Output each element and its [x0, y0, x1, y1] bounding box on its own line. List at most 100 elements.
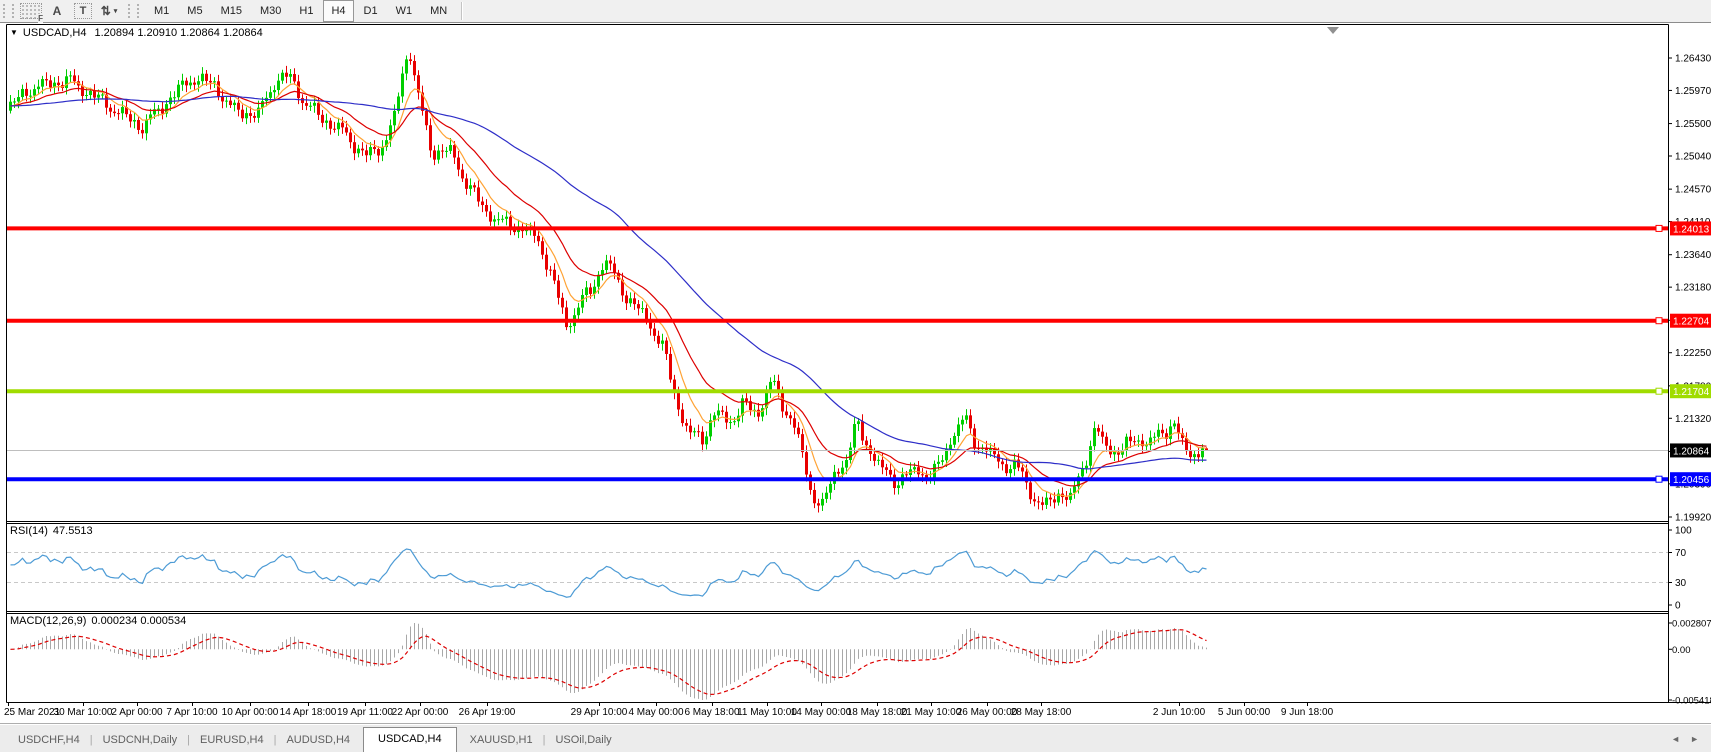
toolbar-icons: F A T ⇅ ▾	[18, 2, 122, 23]
ma-slow-line	[10, 95, 1207, 470]
line-drag-handle[interactable]	[1655, 475, 1663, 483]
line-price-label: 1.24013	[1673, 224, 1710, 235]
price-tick-label: 1.23180	[1675, 283, 1711, 294]
macd-tick-label: 0.00	[1672, 645, 1691, 656]
time-tick-label: 7 Apr 10:00	[166, 707, 218, 718]
chart-tab-eurusd-h4[interactable]: EURUSD,H4	[200, 734, 264, 746]
macd-signal-line	[10, 629, 1207, 696]
tab-divider: |	[273, 734, 277, 746]
macd-tick-label: 0.002807	[1672, 619, 1711, 630]
tab-scroll-buttons: ◄ ►	[1659, 735, 1711, 752]
line-drag-handle[interactable]	[1655, 317, 1663, 325]
timeframe-m30[interactable]: M30	[259, 5, 282, 17]
symbol-dropdown-icon[interactable]: ▼	[10, 28, 18, 37]
toolbar-divider	[461, 2, 464, 20]
timeframe-h1[interactable]: H1	[299, 5, 314, 17]
time-tick-label: 21 May 10:00	[901, 707, 962, 718]
rsi-tick-label: 30	[1675, 578, 1687, 589]
timeframe-w1[interactable]: W1	[395, 5, 413, 17]
time-tick-label: 2 Jun 10:00	[1153, 707, 1206, 718]
current-price-label: 1.20864	[1673, 446, 1710, 457]
toolbar-grip[interactable]	[3, 4, 14, 18]
macd-tick-label: -0.005418	[1672, 696, 1711, 707]
time-tick-label: 26 Apr 19:00	[459, 707, 516, 718]
line-price-label: 1.22704	[1673, 317, 1710, 328]
price-tick-label: 1.22250	[1675, 348, 1711, 359]
line-drag-handle[interactable]	[1655, 224, 1663, 232]
time-tick-label: 30 Mar 10:00	[54, 707, 113, 718]
time-tick-label: 18 May 18:00	[847, 707, 908, 718]
time-tick-label: 14 Apr 18:00	[280, 707, 337, 718]
price-tick-label: 1.19920	[1675, 513, 1711, 524]
chart-tab-audusd-h4[interactable]: AUDUSD,H4	[286, 734, 351, 746]
rsi-indicator-value: 47.5513	[52, 525, 93, 537]
price-tick-label: 1.25040	[1675, 152, 1711, 163]
ma-mid-line	[10, 87, 1207, 487]
price-tick-label: 1.25500	[1675, 119, 1711, 130]
time-tick-label: 6 May 18:00	[684, 707, 739, 718]
chart-tab-usdchf-h4[interactable]: USDCHF,H4	[18, 734, 80, 746]
rsi-line	[10, 548, 1207, 598]
timeframe-d1[interactable]: D1	[363, 5, 378, 17]
toolbar-separator-grip[interactable]	[128, 4, 139, 18]
time-tick-label: 28 May 18:00	[1011, 707, 1072, 718]
text-box-icon[interactable]: T	[72, 2, 94, 20]
line-price-label-bg	[1670, 221, 1711, 236]
timeframe-mn[interactable]: MN	[430, 5, 448, 17]
toolbar: F A T ⇅ ▾ M1 M5 M15 M30 H1 H4 D1 W1 MN	[0, 0, 1711, 23]
time-tick-label: 4 May 00:00	[628, 707, 683, 718]
time-tick-label: 11 May 10:00	[737, 707, 797, 718]
tab-divider: |	[187, 734, 191, 746]
ma-fast-line	[10, 81, 1207, 498]
macd-histogram	[10, 623, 1207, 700]
time-tick-label: 26 May 00:00	[957, 707, 1018, 718]
price-tick-label: 1.21320	[1675, 414, 1711, 425]
dropdown-caret-icon[interactable]: ▾	[113, 8, 118, 15]
time-tick-label: 25 Mar 2021	[4, 707, 61, 718]
chart-shift-marker[interactable]	[1327, 27, 1339, 34]
time-tick-label: 10 Apr 00:00	[222, 707, 279, 718]
chart-tab-xauusd-h1[interactable]: XAUUSD,H1	[469, 734, 533, 746]
price-tick-label: 1.23640	[1675, 250, 1711, 261]
line-price-label: 1.21704	[1673, 387, 1710, 398]
tab-divider: |	[542, 734, 546, 746]
macd-pane-label: MACD(12,26,9) 0.000234 0.000534	[10, 615, 186, 627]
chart-tabs: USDCHF,H4 | USDCNH,Daily | EURUSD,H4 | AUDUSD,…	[0, 727, 622, 752]
tab-scroll-right-icon[interactable]: ►	[1690, 734, 1699, 744]
rsi-indicator-name: RSI(14)	[10, 525, 48, 537]
timeframe-m1[interactable]: M1	[154, 5, 170, 17]
text-a-icon[interactable]: A	[52, 4, 62, 18]
line-price-label-bg	[1670, 313, 1711, 328]
line-price-label: 1.20456	[1673, 475, 1710, 486]
time-tick-label: 19 Apr 11:00	[337, 707, 393, 718]
time-tick-label: 22 Apr 00:00	[392, 707, 449, 718]
time-tick-label: 2 Apr 00:00	[111, 707, 163, 718]
line-drag-handle[interactable]	[1655, 387, 1663, 395]
time-tick-label: 29 Apr 10:00	[571, 707, 628, 718]
time-tick-label: 5 Jun 00:00	[1218, 707, 1271, 718]
grid-f-icon[interactable]: F	[20, 2, 43, 23]
rsi-pane-label: RSI(14) 47.5513	[10, 525, 93, 537]
timeframe-m15[interactable]: M15	[220, 5, 242, 17]
chart-tab-usdcad-h4[interactable]: USDCAD,H4	[363, 727, 457, 752]
chart-symbol-label: USDCAD,H4	[22, 27, 87, 39]
price-tick-label: 1.24570	[1675, 185, 1711, 196]
time-tick-label: 9 Jun 18:00	[1281, 707, 1334, 718]
rsi-tick-label: 100	[1675, 526, 1692, 537]
arrow-styles-icon[interactable]: ⇅ ▾	[100, 4, 118, 18]
time-tick-label: 14 May 00:00	[791, 707, 852, 718]
candles-layer	[9, 52, 1208, 513]
line-price-label-bg	[1670, 384, 1711, 399]
chart-tab-usdcnh-daily[interactable]: USDCNH,Daily	[102, 734, 178, 746]
timeframe-m5[interactable]: M5	[187, 5, 203, 17]
chart-ohlc-values: 1.20894 1.20910 1.20864 1.20864	[94, 27, 263, 39]
timeframe-h4[interactable]: H4	[323, 0, 354, 22]
rsi-tick-label: 70	[1675, 548, 1687, 559]
chart-tab-usoil-daily[interactable]: USOil,Daily	[555, 734, 612, 746]
tab-scroll-left-icon[interactable]: ◄	[1671, 734, 1681, 744]
timeframe-buttons: M1 M5 M15 M30 H1 H4 D1 W1 MN	[145, 0, 456, 22]
rsi-tick-label: 0	[1675, 601, 1681, 612]
macd-indicator-values: 0.000234 0.000534	[91, 615, 187, 627]
